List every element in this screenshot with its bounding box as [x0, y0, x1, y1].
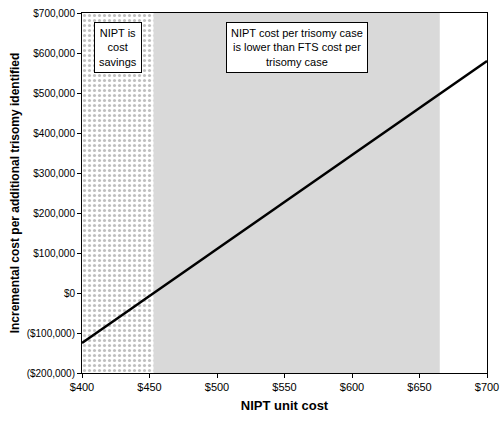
svg-text:Incremental cost per additiona: Incremental cost per additional trisomy … — [8, 53, 22, 334]
svg-text:$100,000: $100,000 — [33, 248, 75, 259]
svg-text:$500: $500 — [205, 381, 229, 393]
svg-text:NIPT iscostsavings: NIPT iscostsavings — [99, 27, 137, 68]
svg-text:$400: $400 — [70, 381, 94, 393]
svg-text:$650: $650 — [407, 381, 431, 393]
svg-text:$450: $450 — [137, 381, 161, 393]
svg-text:($100,000): ($100,000) — [27, 328, 75, 339]
svg-text:NIPT cost per trisomy caseis l: NIPT cost per trisomy caseis lower than … — [231, 27, 363, 68]
svg-text:$600,000: $600,000 — [33, 48, 75, 59]
svg-text:$700: $700 — [475, 381, 499, 393]
svg-text:$500,000: $500,000 — [33, 88, 75, 99]
svg-text:$700,000: $700,000 — [33, 8, 75, 19]
svg-text:$550: $550 — [272, 381, 296, 393]
svg-text:$400,000: $400,000 — [33, 128, 75, 139]
svg-text:$300,000: $300,000 — [33, 168, 75, 179]
svg-text:$200,000: $200,000 — [33, 208, 75, 219]
svg-text:$600: $600 — [340, 381, 364, 393]
svg-text:$0: $0 — [64, 288, 76, 299]
svg-text:NIPT unit cost: NIPT unit cost — [241, 398, 329, 413]
svg-text:($200,000): ($200,000) — [27, 368, 75, 379]
